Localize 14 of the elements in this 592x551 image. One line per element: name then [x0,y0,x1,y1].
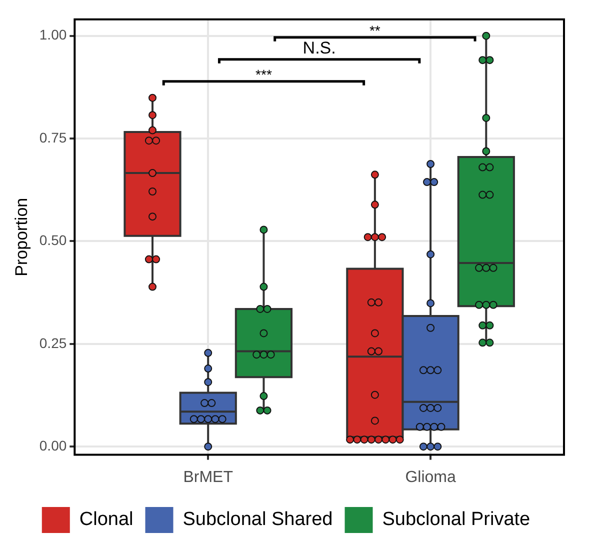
x-tick-label: BrMET [183,468,234,486]
y-axis-title: Proportion [12,198,31,276]
y-tick-label: 0.25 [39,334,67,351]
annotation: ** [369,22,381,38]
y-tick-label: 1.00 [39,26,67,43]
annotation: *** [256,66,272,82]
y-tick-label: 0.50 [39,232,67,248]
x-tick-label: Glioma [405,468,456,486]
y-tick-label: 0.00 [39,437,67,454]
y-tick-label: 0.75 [39,129,67,146]
legend-label: Subclonal Shared [182,509,333,530]
legend-label: Subclonal Private [382,509,530,530]
annotation: N.S. [302,38,336,58]
legend-label: Clonal [79,509,134,530]
